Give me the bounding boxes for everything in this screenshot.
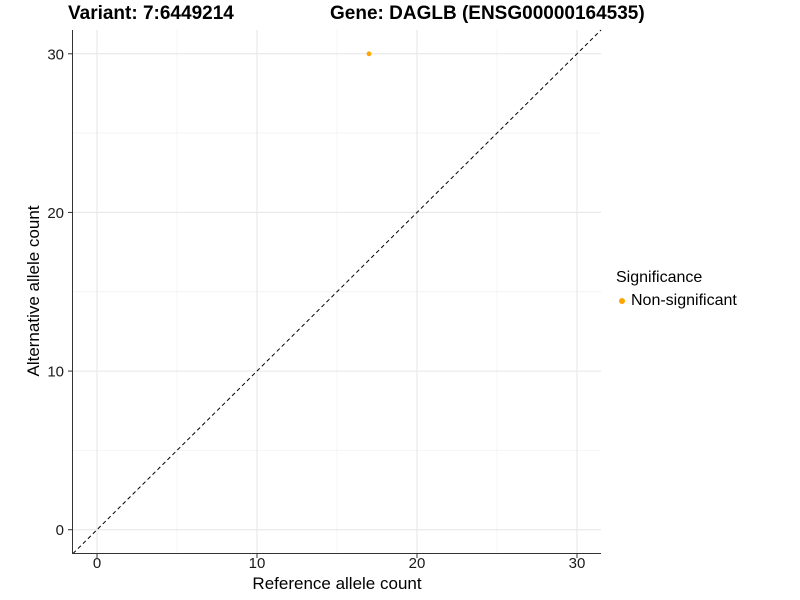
legend: Significance Non-significant [616, 268, 737, 310]
y-tick-label-20: 20 [47, 205, 64, 222]
data-point [366, 51, 372, 57]
identity-line [72, 29, 602, 554]
legend-point-icon [619, 297, 625, 304]
x-axis-title: Reference allele count [252, 574, 422, 593]
x-tick-label-30: 30 [569, 555, 586, 572]
y-axis-title: Alternative allele count [24, 205, 43, 377]
y-tick-label-10: 10 [47, 364, 64, 381]
y-tick-label-30: 30 [47, 46, 64, 63]
x-tick-label-20: 20 [409, 555, 426, 572]
variant-title: Variant: 7:6449214 [68, 3, 234, 24]
y-tick-label-0: 0 [56, 522, 64, 539]
legend-item: Non-significant [616, 291, 737, 310]
legend-title: Significance [616, 269, 703, 286]
legend-item-label: Non-significant [631, 292, 737, 309]
x-tick-label-0: 0 [93, 555, 101, 572]
gene-title: Gene: DAGLB (ENSG00000164535) [330, 3, 645, 24]
x-tick-label-10: 10 [249, 555, 266, 572]
